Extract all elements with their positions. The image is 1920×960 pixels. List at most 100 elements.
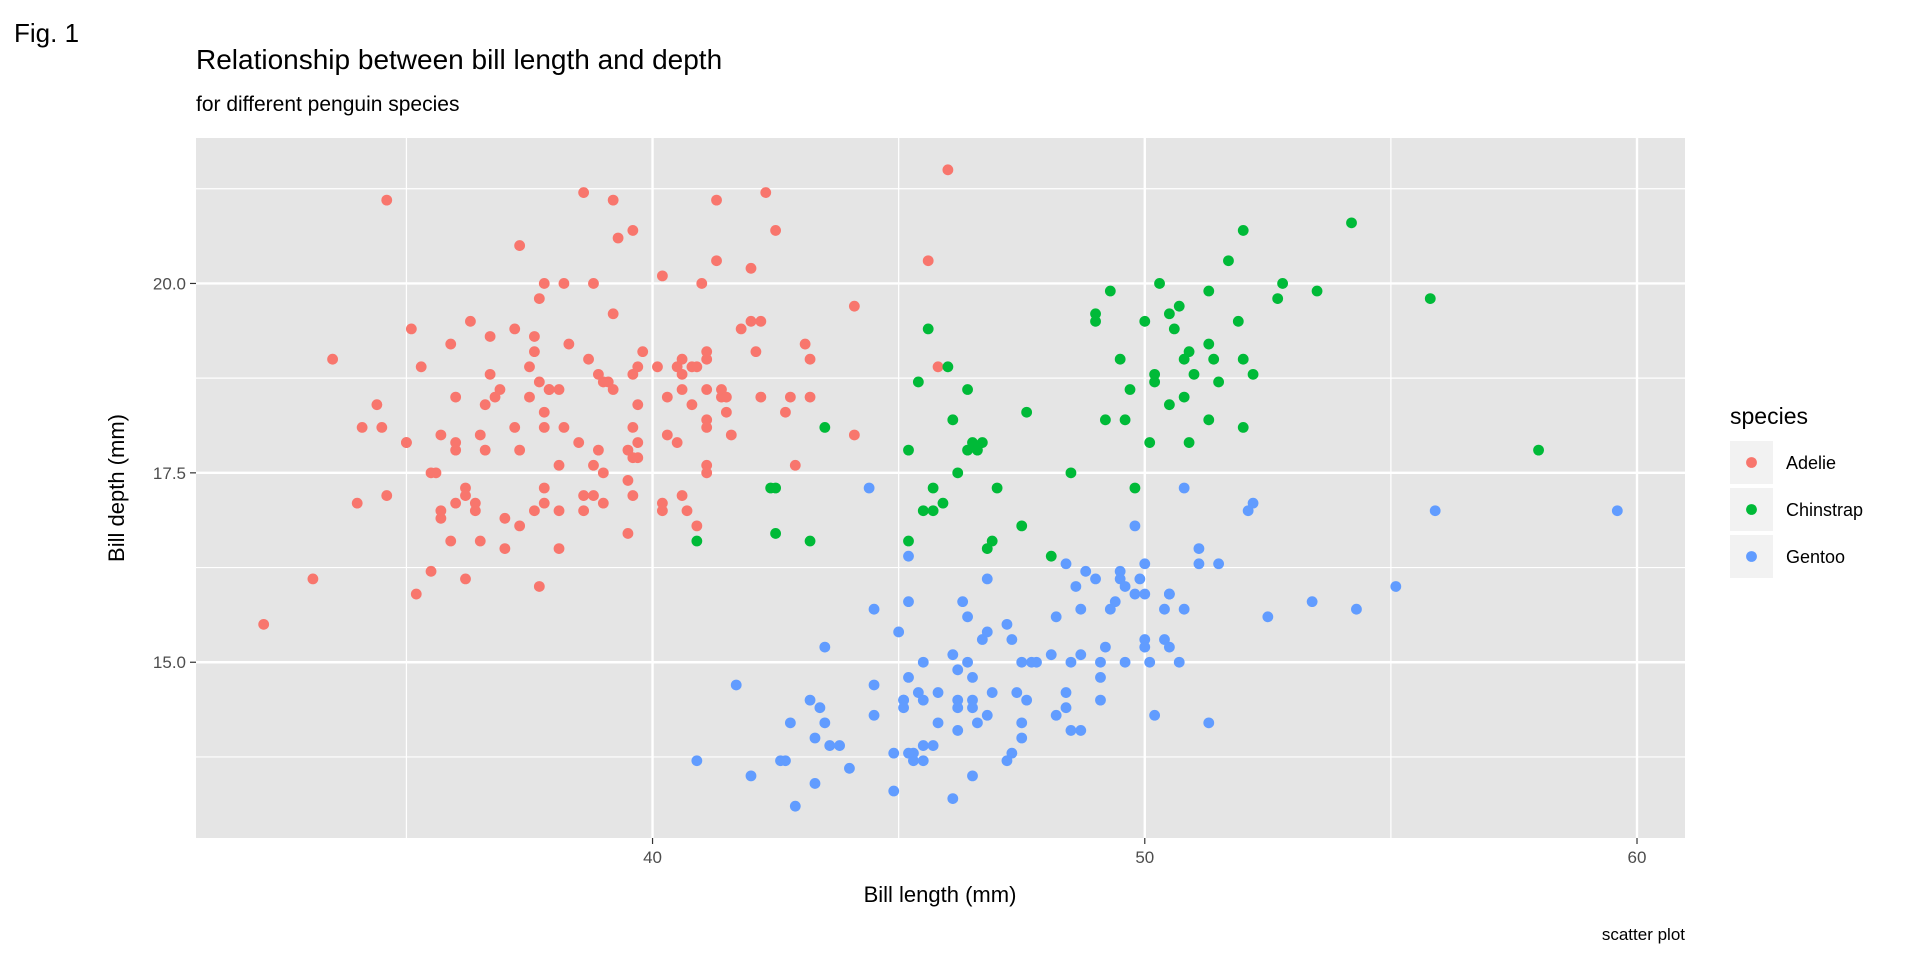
point-gentoo — [1001, 618, 1013, 630]
point-adelie — [405, 323, 417, 335]
point-gentoo — [804, 694, 816, 706]
point-adelie — [514, 444, 526, 456]
point-adelie — [435, 505, 447, 517]
point-adelie — [479, 444, 491, 456]
point-adelie — [588, 490, 599, 501]
point-gentoo — [1213, 558, 1225, 570]
chart-title: Relationship between bill length and dep… — [196, 44, 723, 75]
point-adelie — [465, 315, 476, 327]
point-gentoo — [1109, 596, 1121, 608]
point-adelie — [538, 482, 550, 494]
point-chinstrap — [903, 535, 914, 547]
point-gentoo — [952, 664, 964, 676]
point-adelie — [588, 459, 599, 471]
point-gentoo — [1045, 649, 1057, 661]
point-chinstrap — [942, 361, 954, 373]
point-adelie — [514, 240, 526, 251]
point-chinstrap — [927, 505, 939, 517]
point-adelie — [922, 255, 934, 267]
point-gentoo — [1119, 656, 1131, 668]
plot-panel — [196, 138, 1685, 838]
point-adelie — [750, 346, 762, 358]
point-gentoo — [1163, 588, 1175, 600]
point-chinstrap — [770, 528, 782, 539]
point-gentoo — [844, 762, 855, 774]
point-chinstrap — [1129, 482, 1141, 494]
point-adelie — [632, 399, 644, 411]
point-adelie — [701, 467, 713, 479]
point-adelie — [538, 278, 550, 289]
point-adelie — [656, 497, 668, 509]
point-gentoo — [1306, 596, 1318, 608]
point-adelie — [720, 406, 732, 418]
point-adelie — [735, 323, 747, 335]
point-gentoo — [824, 740, 836, 751]
point-chinstrap — [1163, 399, 1175, 411]
point-adelie — [607, 384, 619, 395]
point-adelie — [720, 391, 732, 403]
point-adelie — [691, 520, 703, 532]
point-chinstrap — [1090, 308, 1101, 320]
point-gentoo — [784, 717, 796, 729]
point-adelie — [711, 194, 722, 206]
point-adelie — [622, 475, 634, 486]
point-adelie — [450, 497, 462, 509]
point-gentoo — [967, 770, 978, 782]
point-gentoo — [780, 755, 791, 767]
point-adelie — [356, 421, 368, 433]
point-gentoo — [1060, 702, 1072, 714]
point-gentoo — [809, 778, 821, 789]
point-chinstrap — [1237, 225, 1249, 236]
legend: Adelie Chinstrap Gentoo — [1730, 441, 1863, 578]
point-adelie — [676, 384, 688, 395]
point-gentoo — [932, 717, 944, 729]
point-adelie — [509, 323, 521, 335]
point-chinstrap — [981, 543, 993, 555]
y-axis-title: Bill depth (mm) — [104, 414, 129, 562]
point-chinstrap — [1163, 308, 1175, 320]
point-gentoo — [957, 596, 969, 608]
point-adelie — [597, 497, 609, 509]
point-chinstrap — [1045, 550, 1057, 562]
point-adelie — [760, 187, 772, 198]
point-gentoo — [868, 709, 880, 721]
point-adelie — [848, 300, 860, 312]
point-adelie — [612, 232, 624, 244]
point-adelie — [661, 429, 673, 441]
point-adelie — [538, 497, 550, 509]
point-adelie — [725, 429, 737, 441]
point-adelie — [804, 353, 816, 365]
point-gentoo — [1203, 717, 1215, 729]
point-chinstrap — [1099, 414, 1111, 426]
y-tick-label: 20.0 — [153, 274, 186, 293]
point-gentoo — [962, 611, 973, 623]
point-adelie — [484, 368, 496, 380]
point-adelie — [474, 429, 486, 441]
point-adelie — [627, 421, 639, 433]
point-chinstrap — [1213, 376, 1225, 388]
point-chinstrap — [1168, 323, 1180, 335]
point-chinstrap — [937, 497, 949, 509]
point-adelie — [410, 588, 422, 600]
point-gentoo — [1095, 694, 1106, 706]
point-adelie — [327, 353, 338, 365]
point-gentoo — [1114, 573, 1126, 585]
point-chinstrap — [1237, 421, 1249, 433]
point-chinstrap — [1178, 391, 1190, 403]
point-adelie — [932, 361, 944, 373]
point-adelie — [489, 391, 501, 403]
point-gentoo — [1429, 505, 1441, 517]
point-gentoo — [888, 747, 900, 759]
x-tick-label: 60 — [1628, 848, 1647, 867]
x-axis-title: Bill length (mm) — [864, 882, 1017, 907]
point-adelie — [701, 414, 713, 426]
point-adelie — [578, 187, 590, 198]
point-gentoo — [1065, 656, 1077, 668]
point-adelie — [529, 346, 540, 358]
point-adelie — [701, 459, 713, 471]
point-adelie — [848, 429, 860, 441]
point-gentoo — [1060, 558, 1072, 570]
point-adelie — [381, 490, 393, 501]
chart-subtitle: for different penguin species — [196, 93, 460, 116]
point-chinstrap — [1183, 437, 1195, 448]
